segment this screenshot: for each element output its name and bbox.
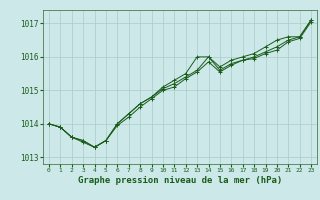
X-axis label: Graphe pression niveau de la mer (hPa): Graphe pression niveau de la mer (hPa): [78, 176, 282, 185]
